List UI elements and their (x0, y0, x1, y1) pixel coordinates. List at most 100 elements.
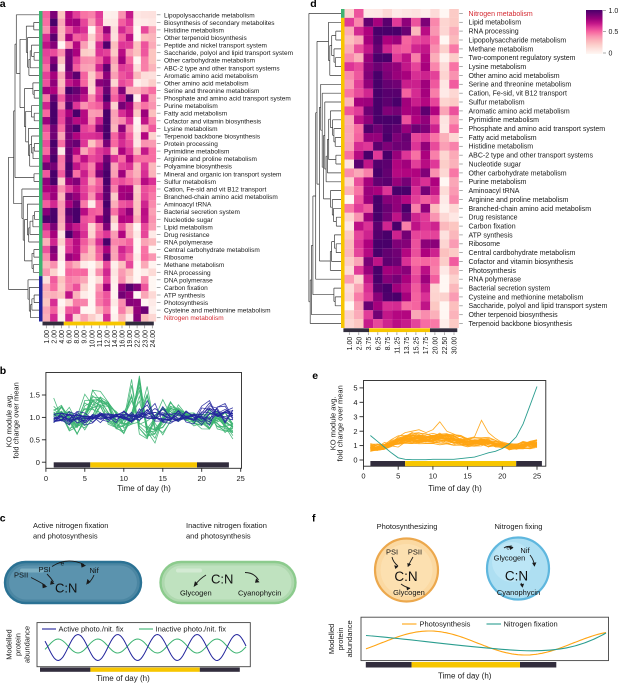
svg-text:Cysteine and methionine metabo: Cysteine and methionine metabolism (469, 294, 584, 301)
svg-text:Nitrogen metabolism: Nitrogen metabolism (164, 315, 224, 322)
svg-text:2: 2 (353, 427, 357, 436)
svg-text:Lysine metabolism: Lysine metabolism (164, 126, 218, 133)
svg-text:1.00: 1.00 (347, 337, 354, 351)
svg-text:6.25: 6.25 (375, 337, 382, 351)
svg-text:Mineral and organic ion transp: Mineral and organic ion transport system (164, 171, 281, 178)
svg-text:Arginine and proline metabolis: Arginine and proline metabolism (164, 156, 257, 163)
svg-text:Photosynthesis: Photosynthesis (469, 268, 517, 275)
svg-text:Sulfur metabolism: Sulfur metabolism (164, 179, 216, 186)
svg-text:1.00: 1.00 (44, 330, 51, 344)
svg-text:Central carbohydrate metabolis: Central carbohydrate metabolism (164, 247, 260, 254)
svg-text:1: 1 (353, 441, 357, 450)
svg-text:PSII: PSII (408, 548, 422, 557)
svg-text:0: 0 (361, 472, 365, 481)
svg-text:Phosphate and amino acid trans: Phosphate and amino acid transport syste… (164, 96, 291, 103)
svg-text:Carbon fixation: Carbon fixation (469, 224, 516, 231)
svg-text:Carbon fixation: Carbon fixation (164, 285, 208, 292)
svg-text:Arginine and proline metabolis: Arginine and proline metabolism (469, 197, 569, 204)
svg-text:12.00: 12.00 (104, 330, 111, 348)
svg-text:8.00: 8.00 (74, 330, 81, 344)
svg-text:Pyrimidine metabolism: Pyrimidine metabolism (164, 149, 229, 156)
svg-text:C:N: C:N (211, 572, 233, 587)
svg-text:Fatty acid metabolism: Fatty acid metabolism (469, 135, 537, 142)
svg-text:Pyrimidine metabolism: Pyrimidine metabolism (469, 117, 540, 124)
svg-text:Protein processing: Protein processing (164, 141, 218, 148)
svg-text:abundance: abundance (23, 626, 32, 663)
svg-text:Other amino acid metabolism: Other amino acid metabolism (469, 73, 560, 80)
svg-text:Bacterial secretion system: Bacterial secretion system (469, 286, 551, 293)
svg-text:Cofactor and vitamin biosynthe: Cofactor and vitamin biosynthesis (469, 259, 574, 266)
svg-text:−: − (64, 559, 67, 565)
svg-text:Peptide and nickel transport s: Peptide and nickel transport system (164, 43, 267, 50)
svg-text:Biosynthesis of secondary meta: Biosynthesis of secondary metabolites (164, 20, 275, 27)
svg-text:Nucleotide sugar: Nucleotide sugar (164, 217, 214, 224)
svg-text:Two-component regulatory syste: Two-component regulatory system (469, 55, 576, 62)
svg-text:Cofactor and vitamin biosynthe: Cofactor and vitamin biosynthesis (164, 118, 262, 125)
svg-text:0: 0 (353, 456, 357, 465)
svg-text:Nitrogen metabolism: Nitrogen metabolism (469, 11, 533, 18)
svg-text:20.00: 20.00 (433, 337, 440, 355)
svg-text:15: 15 (159, 474, 167, 483)
svg-text:Bacterial secretion system: Bacterial secretion system (164, 209, 240, 216)
svg-text:15.25: 15.25 (414, 337, 421, 355)
svg-text:Nitrogen fixation: Nitrogen fixation (504, 620, 558, 629)
svg-text:13.75: 13.75 (404, 337, 411, 355)
svg-text:11.00: 11.00 (97, 330, 104, 347)
svg-text:C:N: C:N (505, 569, 528, 584)
svg-text:C:N: C:N (394, 569, 417, 584)
svg-text:Modelled: Modelled (327, 624, 336, 654)
svg-text:5: 5 (353, 384, 357, 393)
svg-text:RNA polymerase: RNA polymerase (469, 277, 522, 284)
svg-text:C:N: C:N (55, 581, 77, 596)
svg-text:23.00: 23.00 (142, 330, 149, 348)
svg-text:8.75: 8.75 (385, 337, 392, 351)
svg-text:9.00: 9.00 (82, 330, 89, 344)
svg-text:ABC-2 type and other transport: ABC-2 type and other transport systems (469, 153, 594, 160)
svg-text:22.00: 22.00 (135, 330, 142, 348)
svg-text:Drug resistance: Drug resistance (469, 215, 518, 222)
svg-text:−: − (510, 543, 513, 549)
svg-text:abundance: abundance (345, 620, 354, 657)
svg-text:Cation, Fe-sid and vit B12 tra: Cation, Fe-sid and vit B12 transport (164, 187, 266, 194)
svg-text:Photosynthesis: Photosynthesis (164, 300, 209, 307)
svg-text:Inactive nitrogen fixation: Inactive nitrogen fixation (186, 521, 267, 530)
svg-text:Central cardbohydrate metaboli: Central cardbohydrate metabolism (469, 250, 576, 257)
svg-text:15: 15 (463, 472, 471, 481)
svg-text:0: 0 (609, 51, 613, 58)
svg-text:fold change over mean: fold change over mean (336, 385, 345, 461)
svg-text:ATP synthesis: ATP synthesis (469, 232, 514, 239)
svg-text:Active nitrogen fixation: Active nitrogen fixation (33, 521, 108, 530)
svg-text:Lipid metabolism: Lipid metabolism (164, 224, 213, 231)
svg-text:Drug resistance: Drug resistance (164, 232, 210, 239)
svg-text:Time of day (h): Time of day (h) (428, 484, 482, 493)
svg-text:Cyanophycin: Cyanophycin (497, 588, 540, 597)
svg-text:ATP synthesis: ATP synthesis (164, 293, 206, 300)
svg-text:19.00: 19.00 (127, 330, 134, 348)
svg-text:RNA processing: RNA processing (469, 29, 519, 36)
svg-text:Ribosome: Ribosome (469, 241, 501, 248)
svg-text:Cysteine and methionine metabo: Cysteine and methionine metabolism (164, 308, 271, 315)
svg-text:e: e (506, 546, 510, 552)
svg-text:KO module avg.: KO module avg. (329, 397, 338, 451)
svg-text:Time of day (h): Time of day (h) (117, 484, 171, 493)
svg-text:and photosynthesis: and photosynthesis (186, 532, 251, 541)
svg-text:Serine and threonine metabolis: Serine and threonine metabolism (469, 82, 572, 89)
svg-text:Saccharide, polyol and lipid t: Saccharide, polyol and lipid transport s… (469, 303, 608, 310)
svg-text:d: d (310, 0, 316, 10)
svg-text:5: 5 (83, 474, 87, 483)
svg-text:DNA polymerase: DNA polymerase (164, 277, 213, 284)
svg-text:6.00: 6.00 (67, 330, 74, 344)
svg-text:10: 10 (429, 472, 437, 481)
svg-text:Other terpenoid biosynthesis: Other terpenoid biosynthesis (164, 35, 247, 42)
svg-text:4: 4 (353, 398, 357, 407)
svg-text:Lysine metabolism: Lysine metabolism (469, 64, 527, 71)
svg-text:Nif: Nif (520, 546, 530, 555)
svg-text:Cyanophycin: Cyanophycin (238, 589, 281, 598)
svg-text:Branched-chain amino acid meta: Branched-chain amino acid metabolism (469, 206, 592, 213)
svg-text:Nitrogen fixing: Nitrogen fixing (495, 522, 543, 531)
svg-text:Aminoacyl tRNA: Aminoacyl tRNA (164, 202, 212, 209)
svg-text:Glycogen: Glycogen (180, 589, 212, 598)
svg-text:3.75: 3.75 (366, 337, 373, 351)
svg-text:Fatty acid metabolism: Fatty acid metabolism (164, 111, 227, 118)
svg-text:0: 0 (36, 458, 40, 467)
